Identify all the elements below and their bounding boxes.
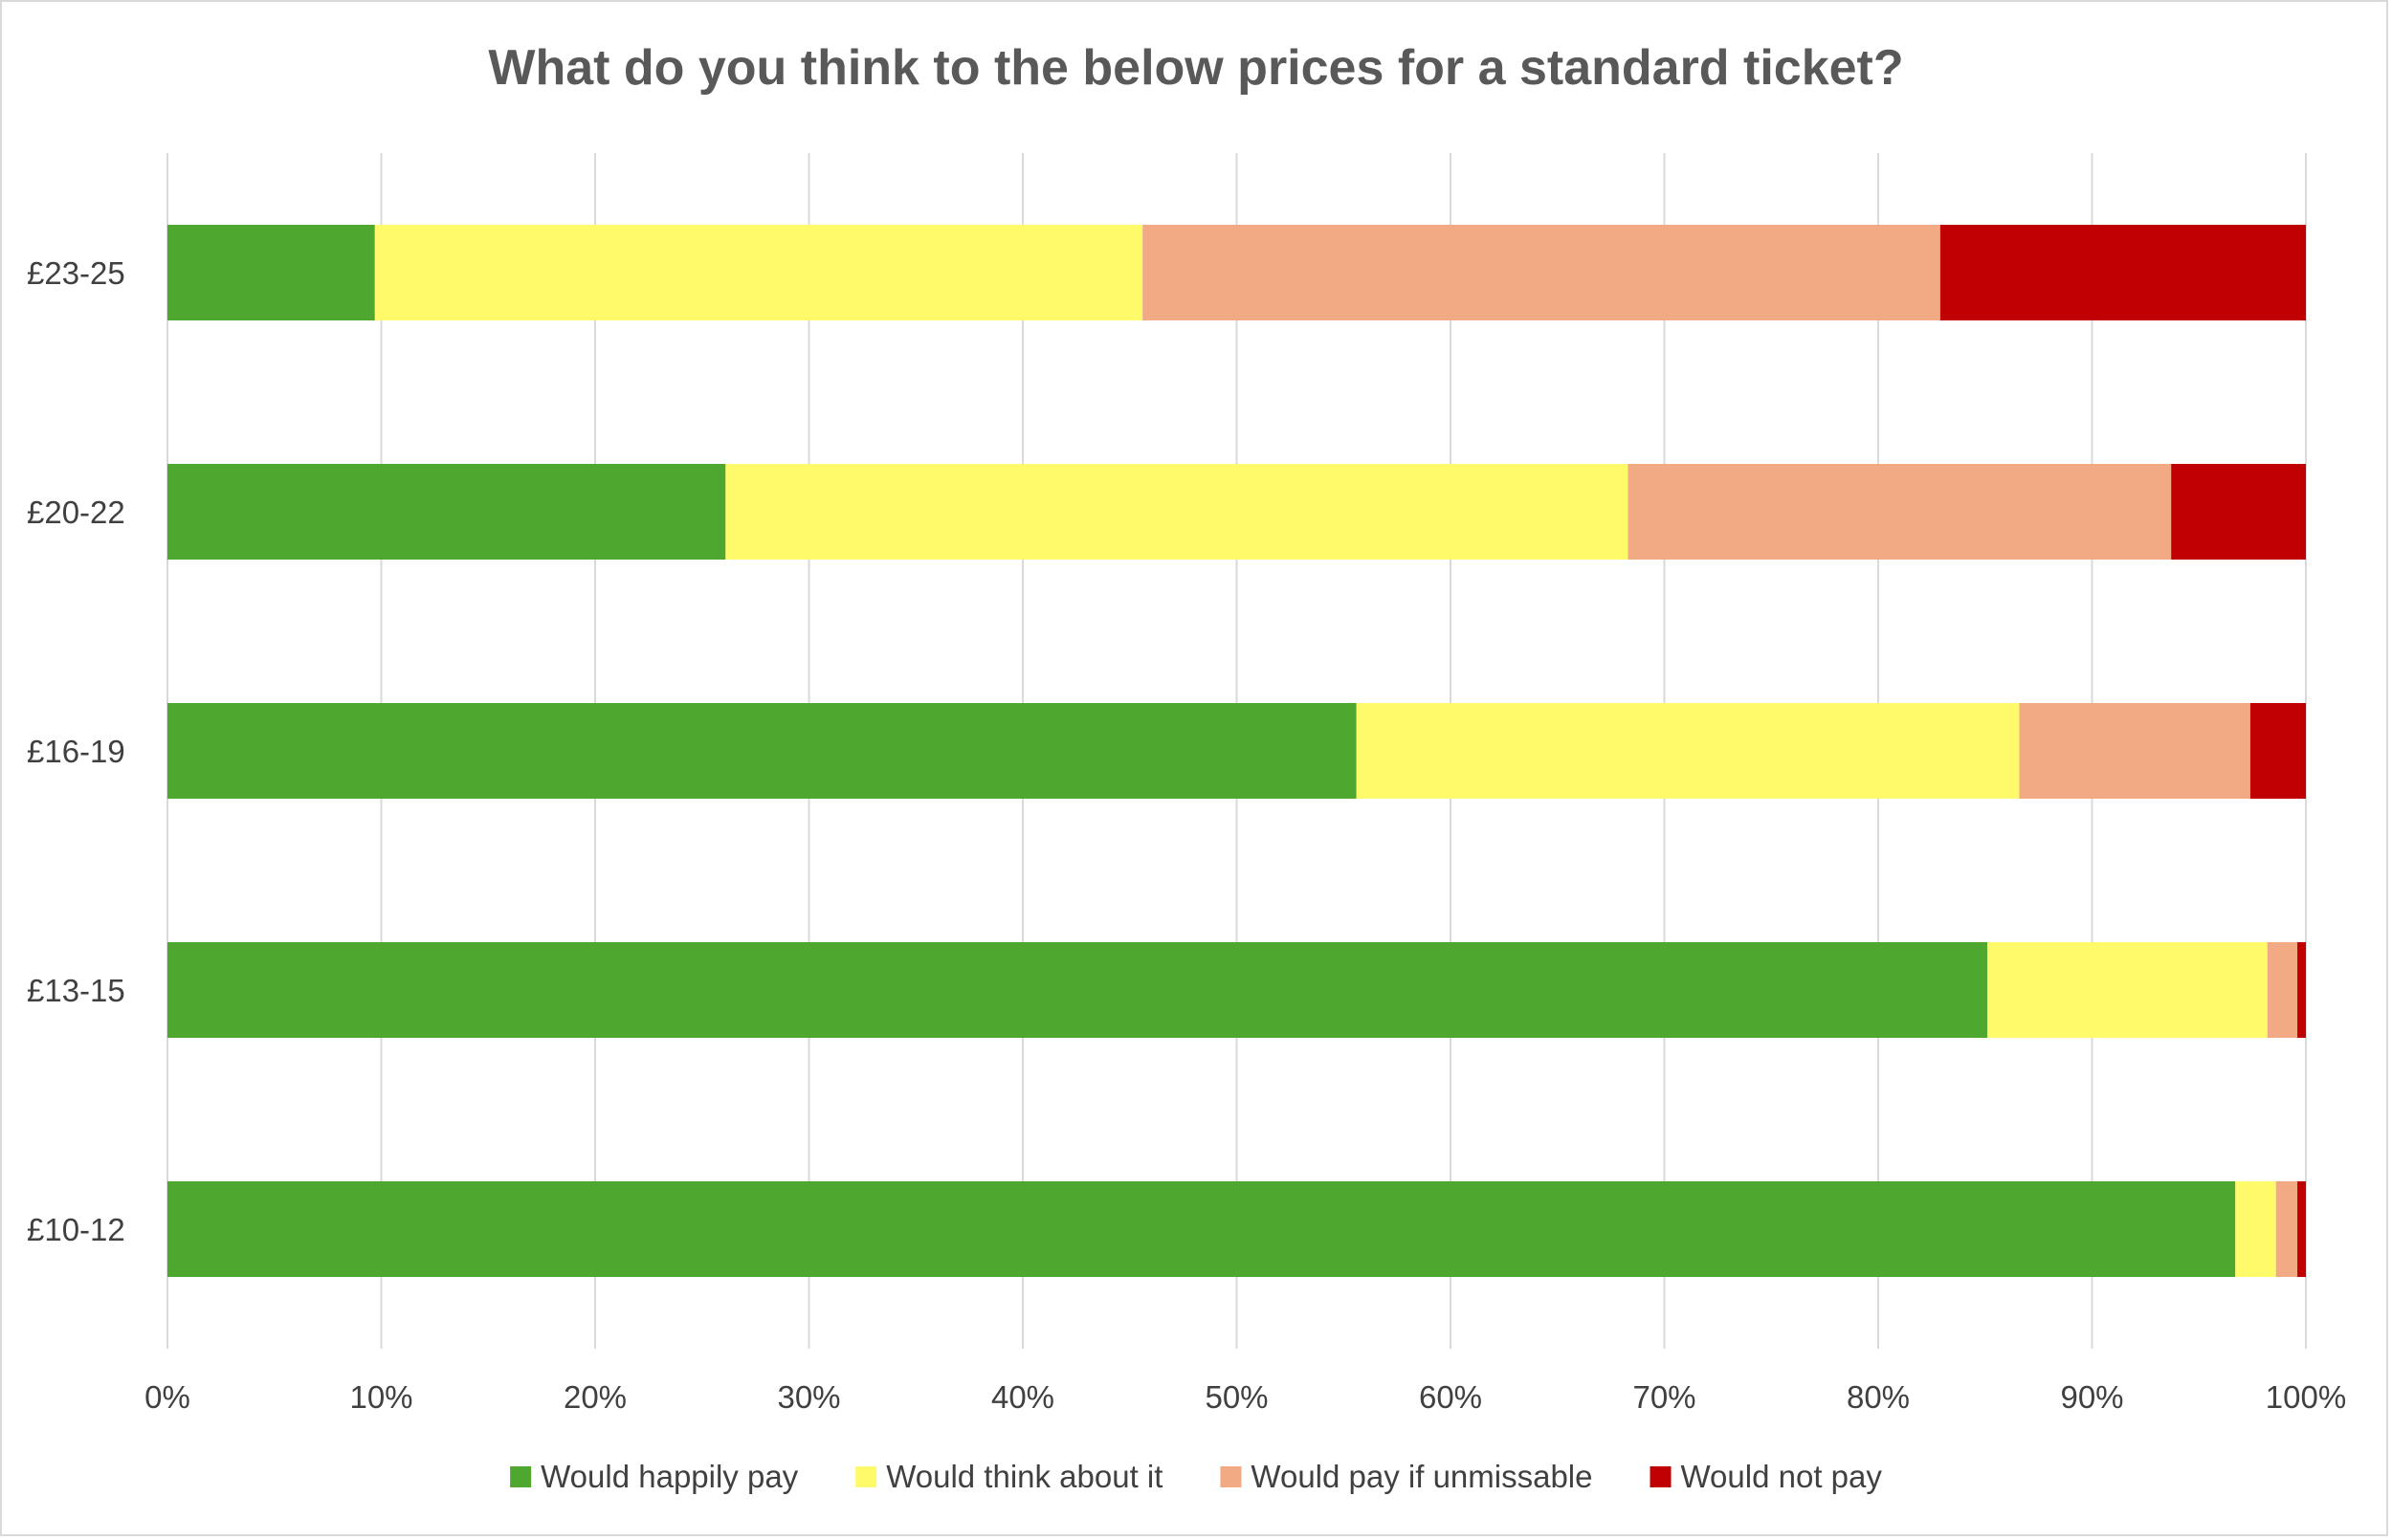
bar-23-25-would-happily-pay [167,225,375,320]
legend-label-would-not-pay: Would not pay [1681,1459,1883,1494]
x-tick-label-90: 90% [2060,1379,2123,1415]
x-tick-label-10: 10% [349,1379,412,1415]
y-tick-label-23-25: £23-25 [27,255,125,291]
y-tick-label-10-12: £10-12 [27,1212,125,1247]
chart-title: What do you think to the below prices fo… [488,40,1903,96]
bar-23-25-would-pay-if-unmissable [1142,225,1940,320]
y-tick-label-20-22: £20-22 [27,495,125,530]
y-tick-label-16-19: £16-19 [27,734,125,769]
legend-swatch-would-happily-pay [510,1466,532,1487]
bar-20-22-would-happily-pay [167,464,726,560]
bar-23-25-would-think-about-it [374,225,1143,320]
bar-16-19-would-not-pay [2249,703,2306,799]
category-axis-labels: £23-25 £20-22 £16-19 £13-15 £10-12 [27,255,125,1247]
value-axis-labels: 0% 10% 20% 30% 40% 50% 60% 70% 80% 90% 100% [144,1379,2346,1415]
legend-swatch-would-pay-if-unmissable [1220,1466,1242,1487]
x-tick-label-0: 0% [144,1379,190,1415]
x-tick-label-30: 30% [777,1379,840,1415]
x-tick-label-70: 70% [1632,1379,1695,1415]
legend: Would happily pay Would think about it Wou… [510,1459,1882,1494]
bar-20-22-would-think-about-it [725,464,1628,560]
bar-16-19-would-think-about-it [1356,703,2020,799]
bar-20-22-would-pay-if-unmissable [1628,464,2172,560]
bar-20-22-would-not-pay [2171,464,2306,560]
x-tick-label-100: 100% [2266,1379,2346,1415]
legend-label-would-pay-if-unmissable: Would pay if unmissable [1251,1459,1592,1494]
x-tick-label-60: 60% [1419,1379,1482,1415]
bar-13-15-would-think-about-it [1986,942,2268,1038]
bars [167,225,2306,1277]
legend-swatch-would-think-about-it [855,1466,877,1487]
bar-10-12-would-think-about-it [2235,1181,2276,1277]
bar-10-12-would-not-pay [2297,1181,2306,1277]
y-tick-label-13-15: £13-15 [27,973,125,1008]
x-tick-label-80: 80% [1847,1379,1910,1415]
x-tick-label-40: 40% [991,1379,1054,1415]
legend-swatch-would-not-pay [1650,1466,1672,1487]
bar-10-12-would-pay-if-unmissable [2275,1181,2298,1277]
bar-10-12-would-happily-pay [167,1181,2236,1277]
bar-13-15-would-happily-pay [167,942,1987,1038]
bar-23-25-would-not-pay [1939,225,2306,320]
legend-label-would-think-about-it: Would think about it [886,1459,1163,1494]
legend-label-would-happily-pay: Would happily pay [541,1459,799,1494]
bar-13-15-would-pay-if-unmissable [2267,942,2298,1038]
x-tick-label-50: 50% [1205,1379,1268,1415]
bar-16-19-would-happily-pay [167,703,1357,799]
bar-16-19-would-pay-if-unmissable [2019,703,2250,799]
bar-13-15-would-not-pay [2297,942,2306,1038]
x-tick-label-20: 20% [564,1379,627,1415]
